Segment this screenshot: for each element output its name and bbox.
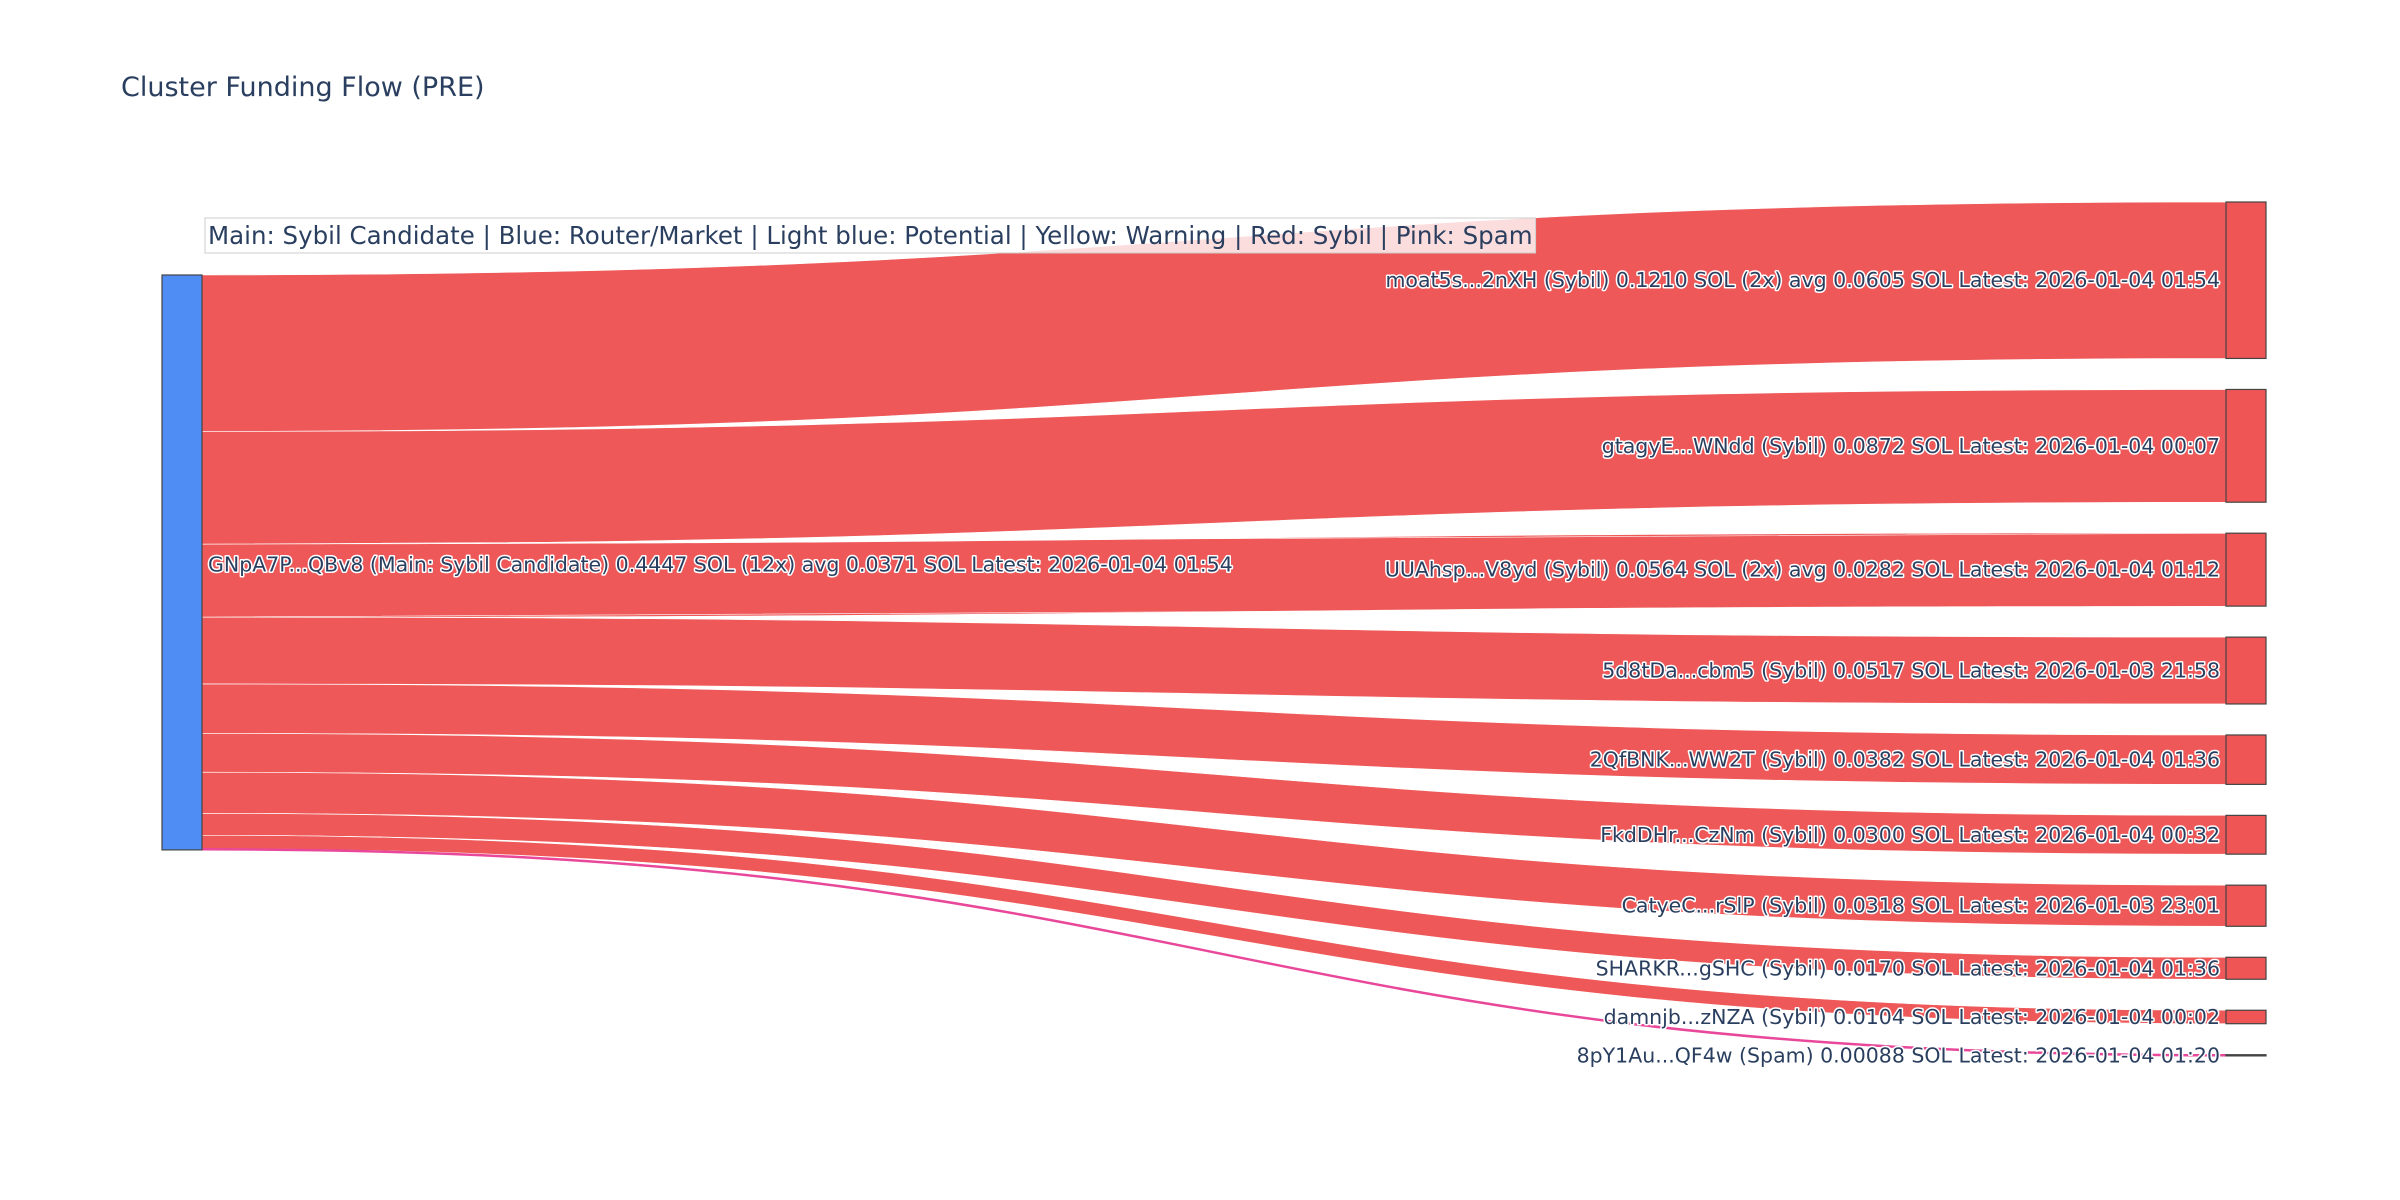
chart-title: Cluster Funding Flow (PRE): [121, 72, 485, 103]
sankey-node-label-shark: SHARKR...gSHC (Sybil) 0.0170 SOL Latest:…: [1596, 956, 2220, 980]
sankey-node-label-main: GNpA7P...QBv8 (Main: Sybil Candidate) 0.…: [208, 552, 1233, 576]
sankey-node-label-8py1: 8pY1Au...QF4w (Spam) 0.00088 SOL Latest:…: [1577, 1043, 2220, 1067]
sankey-labels: moat5s...2nXH (Sybil) 0.1210 SOL (2x) av…: [207, 267, 2222, 1069]
sankey-node-moat[interactable]: [2225, 201, 2267, 360]
sankey-node-main[interactable]: [161, 274, 203, 851]
sankey-node-fkdd[interactable]: [2225, 814, 2267, 855]
sankey-node-shark[interactable]: [2225, 956, 2267, 980]
sankey-node-label-moat: moat5s...2nXH (Sybil) 0.1210 SOL (2x) av…: [1385, 268, 2220, 292]
sankey-node-label-2qfb: 2QfBNK...WW2T (Sybil) 0.0382 SOL Latest:…: [1590, 748, 2220, 772]
legend-annotation: Main: Sybil Candidate | Blue: Router/Mar…: [204, 217, 1537, 254]
sankey-node-label-catye: CatyeC...rSlP (Sybil) 0.0318 SOL Latest:…: [1622, 894, 2220, 918]
sankey-link-8py1[interactable]: [201, 848, 2227, 1057]
legend-text: Main: Sybil Candidate | Blue: Router/Mar…: [208, 221, 1533, 250]
sankey-node-8py1[interactable]: [2225, 1054, 2267, 1057]
sankey-nodes: [161, 201, 2267, 1057]
sankey-node-gtagy[interactable]: [2225, 388, 2267, 503]
sankey-node-5d8t[interactable]: [2225, 636, 2267, 705]
sankey-node-label-uuahsp: UUAhsp...V8yd (Sybil) 0.0564 SOL (2x) av…: [1385, 558, 2220, 582]
legend-box: [204, 217, 1537, 254]
sankey-node-label-fkdd: FkdDHr...CzNm (Sybil) 0.0300 SOL Latest:…: [1600, 823, 2220, 847]
sankey-node-2qfb[interactable]: [2225, 734, 2267, 785]
sankey-node-damnjb[interactable]: [2225, 1009, 2267, 1025]
sankey-node-catye[interactable]: [2225, 884, 2267, 927]
sankey-links: [201, 201, 2227, 1057]
sankey-node-label-5d8t: 5d8tDa...cbm5 (Sybil) 0.0517 SOL Latest:…: [1602, 659, 2220, 683]
sankey-node-uuahsp[interactable]: [2225, 532, 2267, 607]
sankey-node-label-gtagy: gtagyE...WNdd (Sybil) 0.0872 SOL Latest:…: [1602, 434, 2220, 458]
sankey-node-label-damnjb: damnjb...zNZA (Sybil) 0.0104 SOL Latest:…: [1604, 1005, 2220, 1029]
